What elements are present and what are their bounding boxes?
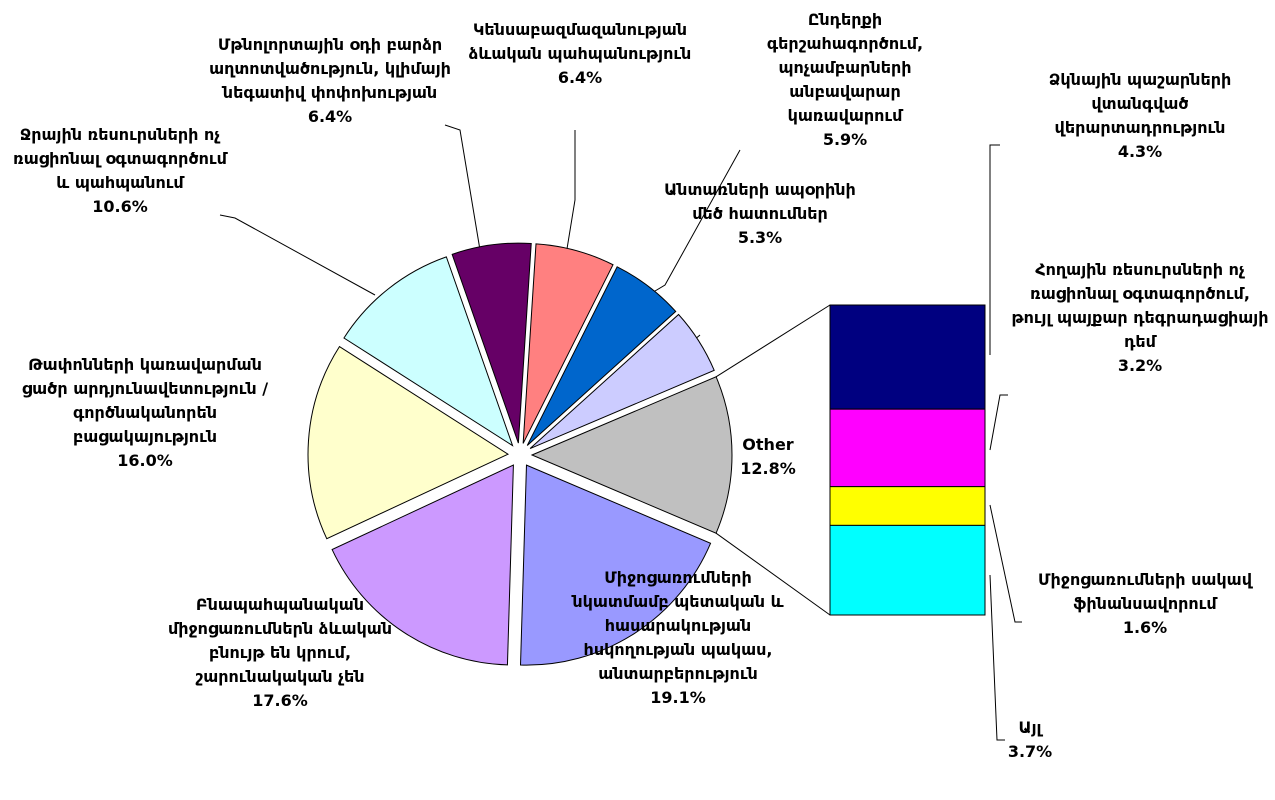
bar-segment [829, 524, 986, 616]
value-label: 12.8% [740, 459, 796, 478]
category-label: Բնապահպանական միջոցառումներն ձևական բնու… [167, 595, 393, 686]
pie-slice [522, 243, 614, 444]
category-label: Անտառների ապօրինի մեծ հատումներ [664, 180, 856, 223]
data-label: Կենսաբազմազանության ձևական պահպանություն… [450, 18, 710, 90]
connector-line [715, 304, 831, 378]
pie-slice [530, 376, 733, 534]
value-label: 10.6% [92, 197, 148, 216]
category-label: Other [742, 435, 794, 454]
category-label: Կենսաբազմազանության ձևական պահպանություն [468, 20, 692, 63]
category-label: Հողային ռեսուրսների ոչ ռացիոնալ օգտագործ… [1011, 260, 1269, 351]
pie-slice [451, 242, 532, 444]
pie-slice [529, 313, 715, 450]
value-label: 6.4% [307, 107, 353, 126]
data-label: Հողային ռեսուրսների ոչ ռացիոնալ օգտագործ… [1010, 258, 1270, 378]
pie-slice [526, 266, 677, 446]
data-label: Միջոցառումների սակավ ֆինանսավորում 1.6% [1025, 568, 1265, 640]
category-label: Միջոցառումների սակավ ֆինանսավորում [1038, 570, 1252, 613]
leader-line [219, 214, 376, 296]
value-label: 3.7% [1007, 742, 1053, 761]
value-label: 1.6% [1122, 618, 1168, 637]
data-label: Միջոցառումների նկատմամբ պետական և հասարա… [558, 566, 798, 710]
data-label: Ընդերքի գերշահագործում, պոչամբարների անբ… [730, 8, 960, 152]
category-label: Միջոցառումների նկատմամբ պետական և հասարա… [572, 568, 784, 683]
value-label: 5.9% [822, 130, 868, 149]
data-label: Անտառների ապօրինի մեծ հատումներ 5.3% [660, 178, 860, 250]
bar-segment [829, 486, 986, 526]
leader-line [989, 504, 1022, 623]
leader-line [989, 144, 1000, 355]
pie-slice [307, 345, 510, 540]
connector-line [715, 532, 831, 616]
data-label: Other 12.8% [728, 433, 808, 481]
data-label: Մթնոլորտային օդի բարձր աղտոտվածություն, … [195, 33, 465, 129]
pie-slice [519, 464, 712, 666]
data-label: Բնապահպանական միջոցառումներն ձևական բնու… [165, 593, 395, 713]
value-label: 5.3% [737, 228, 783, 247]
category-label: Ձկնային պաշարների վտանգված վերարտադրությ… [1048, 70, 1232, 137]
data-label: Ջրային ռեսուրսների ոչ ռացիոնալ օգտագործո… [10, 123, 230, 219]
leader-line [444, 124, 481, 251]
data-label: Ձկնային պաշարների վտանգված վերարտադրությ… [1005, 68, 1275, 164]
value-label: 17.6% [252, 691, 308, 710]
category-label: Մթնոլորտային օդի բարձր աղտոտվածություն, … [209, 35, 451, 102]
value-label: 4.3% [1117, 142, 1163, 161]
value-label: 3.2% [1117, 356, 1163, 375]
pie-slice [343, 256, 514, 447]
leader-line [989, 574, 1005, 741]
category-label: Ջրային ռեսուրսների ոչ ռացիոնալ օգտագործո… [13, 125, 227, 192]
leader-line [989, 394, 1008, 451]
value-label: 6.4% [557, 68, 603, 87]
value-label: 19.1% [650, 688, 706, 707]
data-label: Այլ 3.7% [990, 716, 1070, 764]
bar-segment [829, 304, 986, 410]
value-label: 16.0% [117, 451, 173, 470]
pie-slice [331, 464, 514, 666]
leader-line [565, 130, 576, 256]
category-label: Թափոնների կառավարման ցածր արդյունավետութ… [21, 355, 269, 446]
bar-segment [829, 408, 986, 488]
category-label: Այլ [1018, 718, 1042, 737]
category-label: Ընդերքի գերշահագործում, պոչամբարների անբ… [766, 10, 924, 125]
data-label: Թափոնների կառավարման ցածր արդյունավետութ… [20, 353, 270, 473]
